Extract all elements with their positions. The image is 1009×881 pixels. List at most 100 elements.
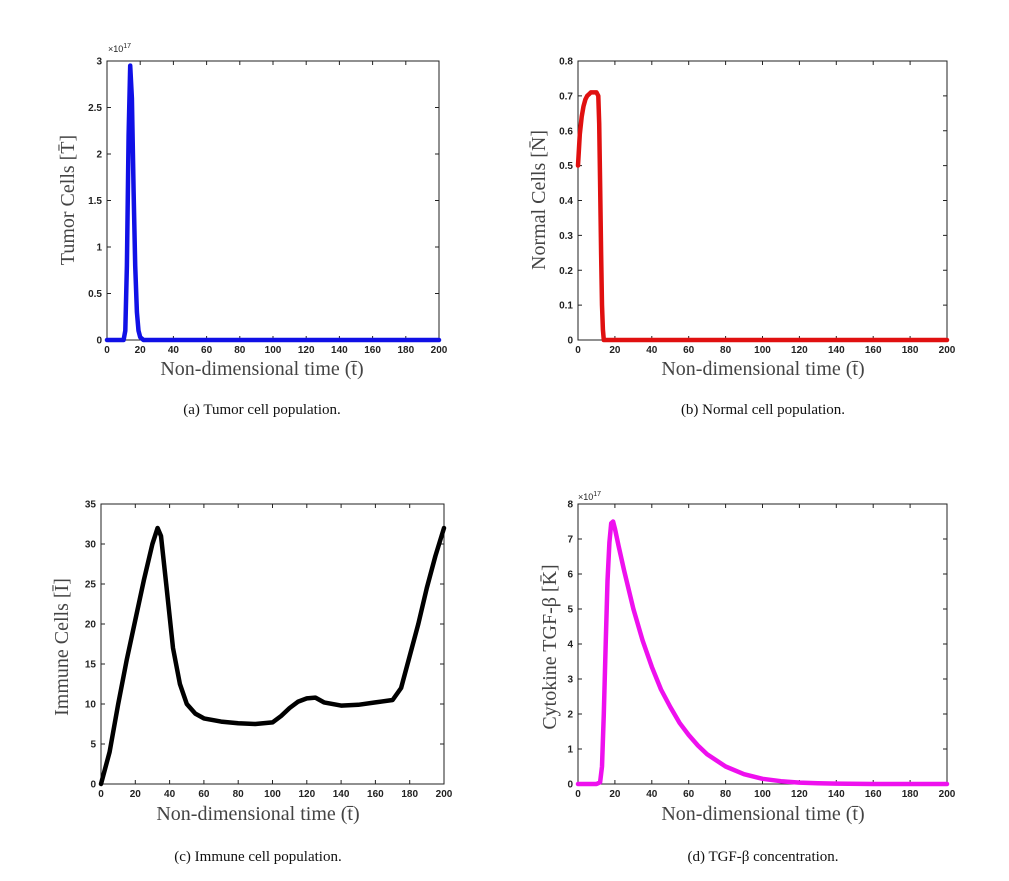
panel-a-xlabel: Non-dimensional time (t̄) xyxy=(160,358,363,380)
panel-b-xtick-label: 60 xyxy=(683,345,695,356)
panel-d-xtick-label: 40 xyxy=(646,789,658,800)
panel-a-xtick-label: 180 xyxy=(397,345,414,356)
panel-c-xtick-label: 40 xyxy=(164,789,176,800)
panel-c-xlabel: Non-dimensional time (t̄) xyxy=(156,803,359,825)
panel-c-ytick-label: 30 xyxy=(85,540,97,551)
panel-d: Cytokine TGF-β [K̄] Non-dimensional time… xyxy=(539,491,956,865)
panel-d-series-line xyxy=(575,519,950,787)
panel-b-xlabel: Non-dimensional time (t̄) xyxy=(661,358,864,380)
panel-a-ylabel: Tumor Cells [T̄] xyxy=(57,135,79,265)
panel-c-xtick-label: 200 xyxy=(436,789,453,800)
panel-b-series-line xyxy=(575,90,950,343)
panel-d-ytick-label: 2 xyxy=(567,710,573,721)
panel-d-ytick-label: 3 xyxy=(567,675,573,686)
panel-a: Tumor Cells [T̄] Non-dimensional time (t… xyxy=(57,43,448,418)
panel-a-xtick-label: 200 xyxy=(431,345,448,356)
panel-c-ytick-label: 15 xyxy=(85,660,97,671)
panel-b-xtick-label: 160 xyxy=(865,345,882,356)
panel-a-xtick-label: 80 xyxy=(234,345,246,356)
panel-b-plot-area xyxy=(577,60,948,341)
panel-d-xtick-label: 100 xyxy=(754,789,771,800)
panel-b-ylabel: Normal Cells [N̄] xyxy=(528,130,550,270)
panel-c-ytick-label: 35 xyxy=(85,500,97,511)
panel-b-xtick-label: 20 xyxy=(609,345,621,356)
panel-d-ytick-label: 1 xyxy=(567,745,573,756)
panel-d-xtick-label: 120 xyxy=(791,789,808,800)
panel-a-xtick-label: 20 xyxy=(135,345,147,356)
panel-b-ytick-label: 0.1 xyxy=(559,301,573,312)
panel-b-caption: (b) Normal cell population. xyxy=(681,402,845,418)
panel-a-xtick-label: 40 xyxy=(168,345,180,356)
panel-c-xtick-label: 120 xyxy=(298,789,315,800)
panel-a-xtick-label: 100 xyxy=(265,345,282,356)
panel-c-xtick-label: 80 xyxy=(233,789,245,800)
panel-a-series-line xyxy=(104,63,442,343)
panel-b-xtick-label: 200 xyxy=(939,345,956,356)
panel-a-ytick-label: 0 xyxy=(96,336,102,347)
panel-c-ytick-label: 5 xyxy=(90,740,96,751)
panel-c-ylabel: Immune Cells [Ī] xyxy=(51,578,73,716)
panel-b-ytick-label: 0.8 xyxy=(559,57,573,68)
panel-d-plot-area xyxy=(577,503,948,785)
panel-d-xtick-label: 60 xyxy=(683,789,695,800)
panel-c-series-line xyxy=(98,525,447,787)
panel-b-ytick-label: 0.6 xyxy=(559,126,573,137)
panel-b-xtick-label: 0 xyxy=(575,345,581,356)
panel-c-xtick-label: 20 xyxy=(130,789,142,800)
panel-d-xtick-label: 200 xyxy=(939,789,956,800)
panel-d-ytick-label: 4 xyxy=(567,640,573,651)
panel-a-xtick-label: 0 xyxy=(104,345,110,356)
panel-a-ytick-label: 1.5 xyxy=(88,196,102,207)
panel-d-xtick-label: 180 xyxy=(902,789,919,800)
panel-a-multiplier: ×1017 xyxy=(108,43,131,54)
panel-d-caption: (d) TGF-β concentration. xyxy=(687,849,838,865)
panel-c-xtick-label: 180 xyxy=(401,789,418,800)
panel-d-ytick-label: 7 xyxy=(567,535,573,546)
panel-d-ylabel: Cytokine TGF-β [K̄] xyxy=(539,564,561,729)
panel-c-plot-area xyxy=(100,503,445,785)
panel-b-xtick-label: 140 xyxy=(828,345,845,356)
panel-a-xtick-label: 160 xyxy=(364,345,381,356)
panel-d-ytick-label: 5 xyxy=(567,605,573,616)
panel-c-xtick-label: 140 xyxy=(333,789,350,800)
panel-c-ytick-label: 20 xyxy=(85,620,97,631)
panel-a-caption: (a) Tumor cell population. xyxy=(183,402,341,418)
panel-d-xtick-label: 140 xyxy=(828,789,845,800)
panel-b-xtick-label: 120 xyxy=(791,345,808,356)
panel-a-ytick-label: 0.5 xyxy=(88,289,102,300)
panel-d-xtick-label: 160 xyxy=(865,789,882,800)
panel-c-xtick-label: 100 xyxy=(264,789,281,800)
panel-a-plot-area xyxy=(106,60,440,341)
panel-b-xtick-label: 180 xyxy=(902,345,919,356)
panel-b-ytick-label: 0.5 xyxy=(559,161,573,172)
panel-b-xtick-label: 80 xyxy=(720,345,732,356)
panel-c-ytick-label: 0 xyxy=(90,780,96,791)
panel-d-ytick-label: 8 xyxy=(567,500,573,511)
panel-a-xtick-label: 60 xyxy=(201,345,213,356)
panel-b-ytick-label: 0.4 xyxy=(559,196,573,207)
panel-a-ytick-label: 3 xyxy=(96,57,102,68)
panel-c-ytick-label: 10 xyxy=(85,700,97,711)
panel-b: Normal Cells [N̄] Non-dimensional time (… xyxy=(528,57,956,419)
panel-b-ytick-label: 0.3 xyxy=(559,231,573,242)
panel-c-caption: (c) Immune cell population. xyxy=(174,849,341,865)
panel-a-ytick-label: 2 xyxy=(96,150,102,161)
panel-d-xtick-label: 20 xyxy=(609,789,621,800)
panel-a-ytick-label: 2.5 xyxy=(88,103,102,114)
panel-a-ytick-label: 1 xyxy=(96,243,102,254)
panel-a-xtick-label: 120 xyxy=(298,345,315,356)
panel-d-xlabel: Non-dimensional time (t̄) xyxy=(661,803,864,825)
panel-c-xtick-label: 0 xyxy=(98,789,104,800)
panel-d-ytick-label: 0 xyxy=(567,780,573,791)
panel-d-ytick-label: 6 xyxy=(567,570,573,581)
panel-b-xtick-label: 100 xyxy=(754,345,771,356)
panel-c-xtick-label: 60 xyxy=(198,789,210,800)
panel-d-multiplier: ×1017 xyxy=(578,491,601,502)
panel-c-ytick-label: 25 xyxy=(85,580,97,591)
panel-d-xtick-label: 80 xyxy=(720,789,732,800)
panel-b-xtick-label: 40 xyxy=(646,345,658,356)
panel-b-ytick-label: 0.7 xyxy=(559,91,573,102)
panel-c-xtick-label: 160 xyxy=(367,789,384,800)
panel-a-xtick-label: 140 xyxy=(331,345,348,356)
